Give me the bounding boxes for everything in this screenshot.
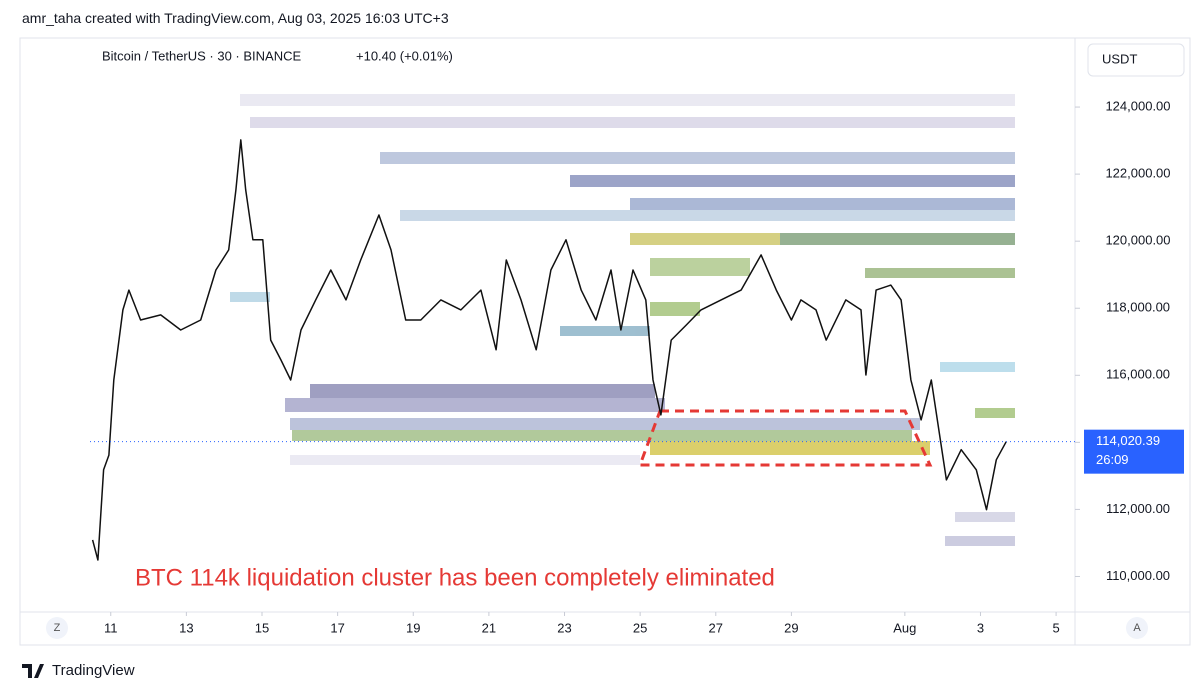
x-tick-label: 25: [633, 620, 647, 635]
highlight-box: [637, 409, 933, 467]
heat-band: [780, 233, 1015, 245]
auto-label[interactable]: A: [1133, 622, 1141, 634]
frame: [19, 37, 1191, 646]
x-tick-label: 17: [330, 620, 344, 635]
y-tick-label: 110,000.00: [1106, 568, 1170, 583]
x-tick-label: 5: [1052, 620, 1059, 635]
brand: TradingView: [52, 662, 135, 679]
heat-band: [630, 233, 780, 245]
heat-band: [975, 408, 1015, 418]
heat-band: [650, 302, 700, 316]
heat-band: [292, 430, 912, 441]
heat-band: [865, 268, 1015, 278]
heat-band: [380, 152, 1015, 164]
heat-band: [940, 362, 1015, 372]
x-tick-label: Aug: [893, 620, 916, 635]
x-tick-label: 29: [784, 620, 798, 635]
y-tick-label: 122,000.00: [1105, 166, 1170, 181]
countdown-label: 26:09: [1096, 452, 1129, 467]
annotation: BTC 114k liquidation cluster has been co…: [135, 564, 775, 591]
x-tick-label: 21: [482, 620, 496, 635]
chart-title: Bitcoin / TetherUS · 30 · BINANCE: [102, 48, 301, 63]
y-tick-label: 112,000.00: [1106, 501, 1170, 516]
y-tick-label: 118,000.00: [1106, 300, 1170, 315]
x-tick-label: 15: [255, 620, 269, 635]
plot: 114,020.39 26:09: [90, 139, 1184, 561]
zoom-button[interactable]: [46, 617, 68, 639]
y-tick-label: 124,000.00: [1105, 98, 1170, 113]
y-tick-label: 120,000.00: [1105, 233, 1170, 248]
heat-band: [400, 210, 1015, 221]
heat-band: [630, 198, 1015, 210]
x-tick-label: 13: [179, 620, 193, 635]
heat-band: [230, 292, 270, 302]
heat-band: [650, 441, 930, 455]
auto-button[interactable]: [1126, 617, 1148, 639]
heat-band: [570, 175, 1015, 187]
x-tick-label: 23: [557, 620, 571, 635]
x-tick-label: 19: [406, 620, 420, 635]
x-tick-label: 11: [104, 620, 118, 635]
y-tick-label: 116,000.00: [1106, 367, 1170, 382]
chart-subtitle: +10.40 (+0.01%): [356, 48, 453, 63]
currency-label[interactable]: USDT: [1102, 51, 1137, 66]
currency-button[interactable]: [1087, 43, 1185, 77]
heat-band: [290, 455, 640, 465]
heat-band: [290, 418, 920, 430]
last-price-box: [1084, 429, 1184, 474]
x-tick-label: 3: [977, 620, 984, 635]
heat-band: [560, 326, 650, 336]
price-line: [91, 139, 1007, 561]
heat-band: [240, 94, 1015, 106]
heat-band: [310, 384, 655, 398]
heat-band: [285, 398, 665, 412]
brand-logo: [22, 664, 44, 678]
last-price-label: 114,020.39: [1096, 433, 1160, 448]
heat-band: [650, 258, 750, 276]
header: amr_taha created with TradingView.com, A…: [22, 10, 449, 26]
ticks: 110,000.00112,000.00114,000.00116,000.00…: [104, 98, 1171, 635]
heat-band: [945, 536, 1015, 546]
heat-band: [955, 512, 1015, 522]
zoom-label[interactable]: Z: [54, 622, 61, 634]
heatmap: [230, 94, 1015, 546]
heat-band: [250, 117, 1015, 128]
x-tick-label: 27: [709, 620, 723, 635]
